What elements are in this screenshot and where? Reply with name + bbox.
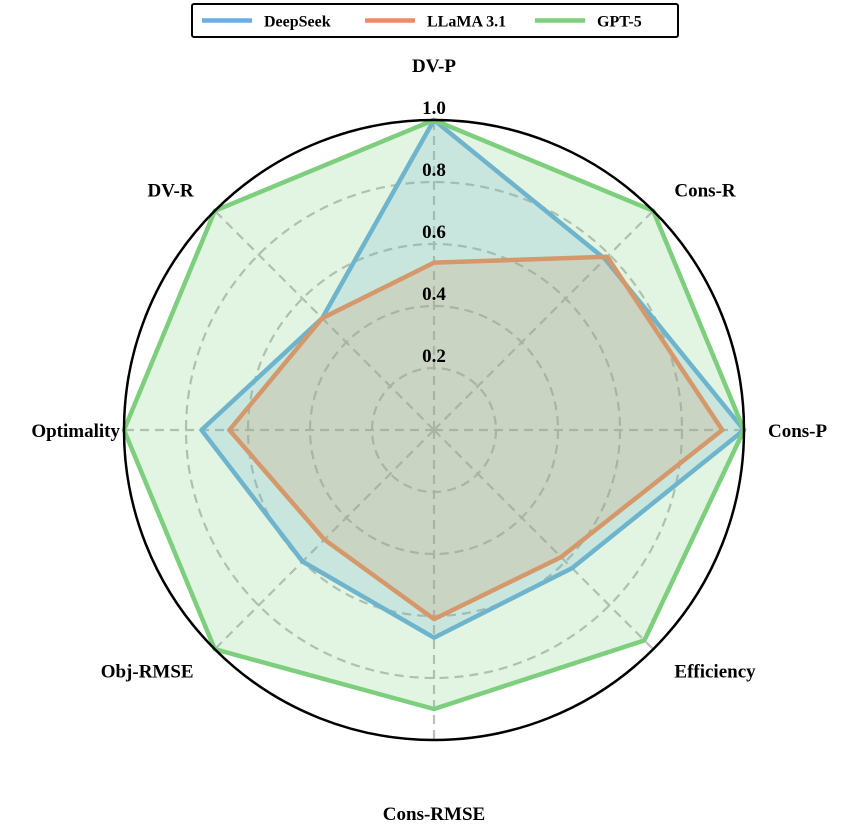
radial-tick-label: 0.6: [422, 222, 446, 243]
radial-tick-label: 0.4: [422, 284, 446, 305]
axis-label-optimality: Optimality: [31, 421, 120, 442]
grid-spoke: [214, 210, 435, 431]
grid-spoke: [433, 429, 654, 650]
series-deepseek: [199, 117, 747, 640]
legend-box: [191, 3, 679, 38]
legend-label-deepseek: DeepSeek: [264, 14, 331, 31]
series-llama-3-1: [227, 254, 725, 622]
axis-label-cons-r: Cons-R: [674, 181, 736, 202]
series-layer: [121, 117, 747, 742]
axis-label-cons-p: Cons-P: [768, 421, 828, 442]
outer-circle: [122, 118, 746, 742]
axis-label-cons-rmse: Cons-RMSE: [383, 804, 485, 825]
legend-label-llama-3-1: LLaMA 3.1: [427, 14, 506, 31]
grid-spoke: [433, 210, 654, 431]
radial-tick-label: 1.0: [422, 98, 446, 119]
legend-label-gpt-5: GPT-5: [597, 14, 642, 31]
axis-label-efficiency: Efficiency: [674, 661, 756, 682]
radial-tick-label: 0.2: [422, 346, 446, 367]
axis-label-dv-r: DV-R: [148, 181, 194, 202]
series-gpt-5: [121, 117, 747, 712]
axis-label-dv-p: DV-P: [412, 56, 456, 77]
axis-label-obj-rmse: Obj-RMSE: [101, 661, 194, 682]
grid-layer: [124, 120, 744, 740]
label-layer: 0.2 0.4 0.6 0.8 1.0 DV-P Cons-R Cons-P Efficienc…: [31, 56, 827, 825]
radial-tick-label: 0.8: [422, 160, 446, 181]
legend: DeepSeek LLaMA 3.1 GPT-5: [191, 3, 679, 38]
